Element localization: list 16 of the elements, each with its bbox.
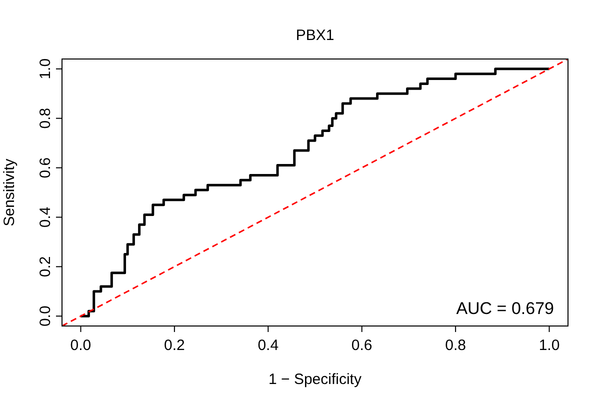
- y-tick-label: 1.0: [37, 58, 54, 80]
- y-tick-label: 0.2: [37, 256, 54, 278]
- x-tick-label: 0.2: [164, 337, 185, 354]
- y-axis-title: Sensitivity: [1, 158, 18, 226]
- x-tick-label: 0.0: [70, 337, 92, 354]
- y-tick-label: 0.8: [37, 108, 54, 129]
- y-tick-label: 0.6: [37, 157, 54, 178]
- chart-title: PBX1: [296, 27, 334, 44]
- x-axis-title: 1 − Specificity: [268, 371, 362, 388]
- y-tick-label: 0.4: [37, 206, 54, 228]
- x-tick-label: 0.4: [258, 337, 279, 354]
- x-tick-label: 0.6: [351, 337, 372, 354]
- x-tick-label: 1.0: [538, 337, 560, 354]
- x-tick-label: 0.8: [445, 337, 466, 354]
- annotation: AUC = 0.679: [456, 299, 554, 318]
- y-tick-label: 0.0: [37, 306, 54, 327]
